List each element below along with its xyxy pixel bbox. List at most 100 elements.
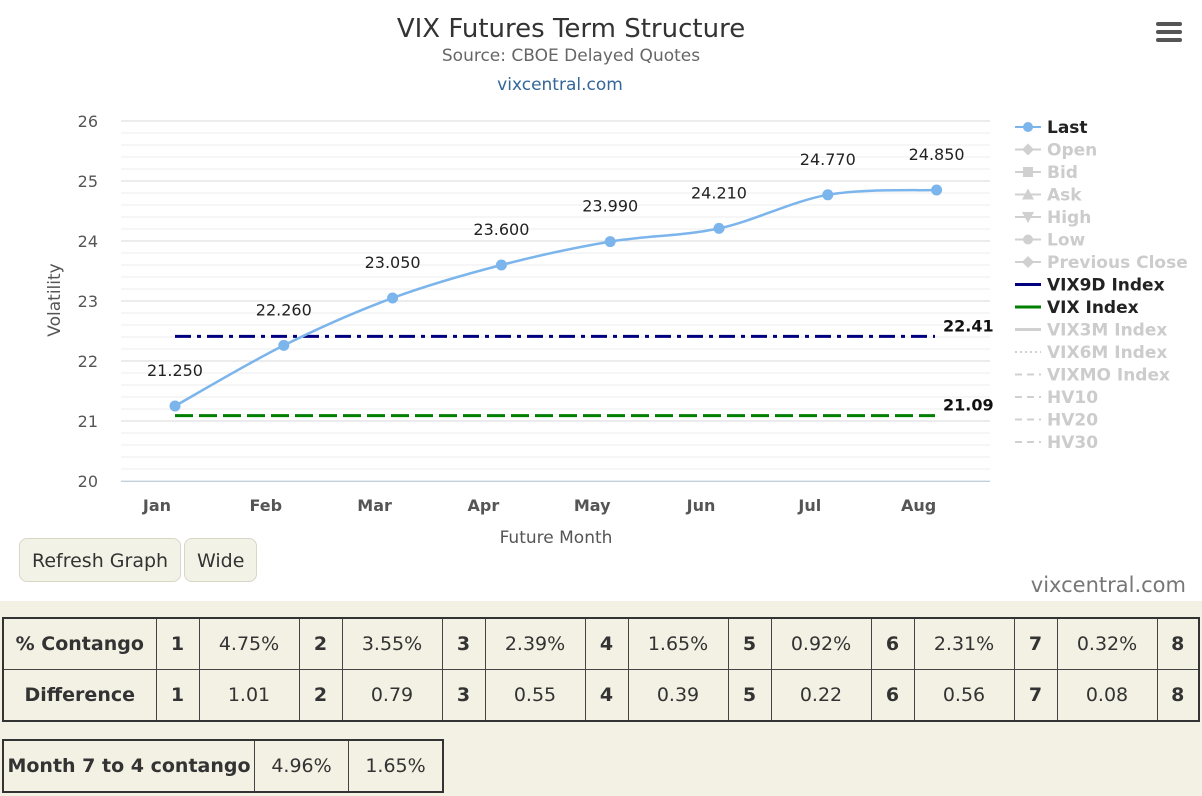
- last-data-point: [822, 189, 834, 201]
- month-number: 1: [155, 617, 200, 670]
- month-number: 4: [584, 617, 629, 670]
- contango-value: 1.01: [198, 669, 300, 722]
- month-number: 5: [727, 669, 772, 722]
- chart-subtitle: Source: CBOE Delayed Quotes: [442, 46, 700, 66]
- contango-row: Difference 1 1.01 2 0.79 3 0.55 4 0.39 5 0.22 6 0.56…: [2, 669, 1200, 722]
- legend-item-label[interactable]: High: [1047, 208, 1091, 228]
- legend-marker-icon: [1022, 143, 1034, 156]
- last-data-point: [387, 292, 399, 304]
- legend-item-label[interactable]: VIX6M Index: [1047, 343, 1167, 363]
- last-data-point: [169, 400, 181, 412]
- legend-item-label[interactable]: Previous Close: [1047, 253, 1188, 273]
- row-label: Difference: [2, 669, 157, 722]
- chart-title: VIX Futures Term Structure: [397, 14, 745, 44]
- x-tick-label: Mar: [357, 496, 392, 515]
- last-data-point: [278, 339, 290, 351]
- data-label: 21.250: [147, 361, 203, 380]
- month-number: 6: [870, 617, 915, 670]
- legend-item-label[interactable]: Open: [1047, 141, 1097, 161]
- data-label: 24.210: [691, 183, 747, 202]
- legend-marker-icon: [1022, 188, 1034, 200]
- contango-value: 0.22: [770, 669, 872, 722]
- legend-marker-icon: [1022, 256, 1034, 268]
- last-series-line: [174, 188, 937, 408]
- data-label: 22.260: [256, 300, 312, 319]
- month-contango-value: 1.65%: [348, 739, 444, 793]
- month-contango-value: 4.96%: [254, 739, 349, 793]
- contango-value: 4.75%: [198, 617, 300, 670]
- contango-value: 0.55: [484, 669, 586, 722]
- month-number: 3: [441, 617, 486, 670]
- data-label: 23.050: [365, 253, 421, 272]
- month-number: 6: [870, 669, 915, 722]
- y-tick-label: 22: [78, 352, 98, 371]
- legend-item-label[interactable]: Low: [1047, 231, 1086, 251]
- month-number: 1: [155, 669, 200, 722]
- contango-value: 0.79: [341, 669, 443, 722]
- month-number: 4: [584, 669, 629, 722]
- legend-item-label[interactable]: VIX3M Index: [1047, 321, 1167, 341]
- month-number: 3: [441, 669, 486, 722]
- month-number: 5: [727, 617, 772, 670]
- x-tick-label: Jan: [142, 496, 171, 515]
- refresh-graph-button[interactable]: Refresh Graph: [19, 538, 182, 582]
- chart-panel: VIX Futures Term Structure Source: CBOE D…: [0, 0, 1202, 601]
- chart-credit: vixcentral.com: [497, 75, 623, 95]
- contango-value: 2.31%: [913, 617, 1015, 670]
- month-number: 8: [1156, 617, 1200, 670]
- last-data-point: [931, 184, 943, 196]
- y-tick-label: 21: [78, 412, 98, 431]
- x-tick-label: May: [574, 496, 611, 515]
- legend-item-label[interactable]: Bid: [1047, 163, 1078, 183]
- contango-value: 2.39%: [484, 617, 586, 670]
- data-label: 23.600: [473, 220, 529, 239]
- month-contango-table: Month 7 to 4 contango 4.96% 1.65%: [2, 739, 444, 793]
- y-tick-label: 23: [78, 292, 98, 311]
- x-tick-label: Feb: [250, 496, 283, 515]
- y-axis-title: Volatility: [45, 263, 65, 336]
- y-tick-label: 20: [78, 472, 98, 491]
- chart-menu-icon[interactable]: [1156, 22, 1182, 44]
- month-contango-row: Month 7 to 4 contango 4.96% 1.65%: [2, 739, 444, 793]
- contango-value: 3.55%: [341, 617, 443, 670]
- contango-value: 0.39: [627, 669, 729, 722]
- y-tick-label: 26: [78, 112, 98, 131]
- legend-item-label[interactable]: VIXMO Index: [1047, 366, 1170, 386]
- x-axis-title: Future Month: [500, 528, 613, 548]
- month-number: 7: [1013, 669, 1058, 722]
- legend-item-label[interactable]: HV30: [1047, 433, 1098, 453]
- contango-value: 0.32%: [1056, 617, 1158, 670]
- vix9d-value-label: 22.41: [943, 316, 994, 335]
- legend-item-label[interactable]: VIX Index: [1047, 298, 1139, 318]
- x-tick-label: Apr: [468, 496, 500, 515]
- x-tick-label: Aug: [901, 496, 936, 515]
- month-contango-label: Month 7 to 4 contango: [2, 739, 255, 793]
- legend-marker-icon: [1022, 212, 1034, 223]
- month-number: 8: [1156, 669, 1200, 722]
- x-tick-label: Jun: [686, 496, 716, 515]
- legend-marker-icon: [1023, 234, 1033, 245]
- legend-item-label[interactable]: Last: [1047, 118, 1088, 138]
- contango-value: 0.08: [1056, 669, 1158, 722]
- legend-marker-icon: [1023, 167, 1033, 177]
- wide-button[interactable]: Wide: [184, 538, 258, 582]
- vix-value-label: 21.09: [943, 396, 994, 415]
- contango-row: % Contango 1 4.75% 2 3.55% 3 2.39% 4 1.65% 5 0.92%…: [2, 617, 1200, 670]
- data-label: 24.770: [800, 150, 856, 169]
- row-label: % Contango: [2, 617, 157, 670]
- legend-item-label[interactable]: Ask: [1047, 186, 1082, 206]
- last-data-point: [495, 259, 507, 271]
- contango-value: 0.92%: [770, 617, 872, 670]
- month-number: 2: [298, 669, 343, 722]
- legend-marker-icon: [1023, 122, 1033, 132]
- last-data-point: [713, 222, 725, 234]
- month-number: 7: [1013, 617, 1058, 670]
- watermark: vixcentral.com: [1030, 573, 1186, 597]
- data-label: 24.850: [909, 145, 965, 164]
- legend-item-label[interactable]: HV20: [1047, 411, 1098, 431]
- contango-value: 1.65%: [627, 617, 729, 670]
- legend-item-label[interactable]: HV10: [1047, 388, 1098, 408]
- legend-item-label[interactable]: VIX9D Index: [1047, 276, 1165, 296]
- month-number: 2: [298, 617, 343, 670]
